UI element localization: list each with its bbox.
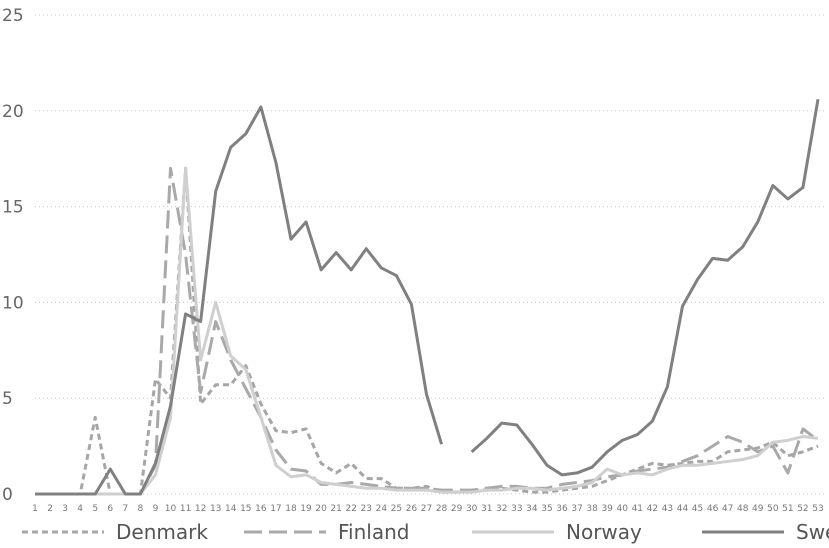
x-tick-label: 41 <box>632 504 643 514</box>
series-line-sweden <box>35 99 820 496</box>
x-tick-label: 18 <box>285 504 297 514</box>
series-line-denmark <box>35 166 819 496</box>
x-tick-label: 20 <box>315 504 327 514</box>
x-tick-label: 8 <box>138 504 144 514</box>
y-axis-tick-labels: 0 5 10 15 20 25 <box>2 6 24 505</box>
x-tick-label: 47 <box>722 504 733 514</box>
legend-label-norway: Norway <box>566 520 642 544</box>
x-tick-label: 28 <box>436 504 448 514</box>
x-tick-label: 52 <box>797 504 808 514</box>
y-tick-label: 15 <box>2 198 24 218</box>
x-tick-label: 35 <box>541 504 552 514</box>
x-tick-label: 16 <box>255 504 267 514</box>
x-tick-label: 42 <box>647 504 658 514</box>
x-tick-label: 26 <box>406 504 418 514</box>
series-lines <box>35 99 820 496</box>
series-line-finland <box>35 166 819 496</box>
series-line-norway <box>35 166 819 496</box>
x-tick-label: 10 <box>165 504 177 514</box>
y-tick-label: 5 <box>2 389 13 409</box>
legend: Denmark Finland Norway Sweden <box>22 520 829 544</box>
x-tick-label: 32 <box>496 504 507 514</box>
x-tick-label: 9 <box>153 504 159 514</box>
x-tick-label: 7 <box>122 504 128 514</box>
x-tick-label: 13 <box>210 504 221 514</box>
x-tick-label: 40 <box>617 504 629 514</box>
x-tick-label: 2 <box>47 504 53 514</box>
x-tick-label: 5 <box>92 504 98 514</box>
x-tick-label: 24 <box>376 504 388 514</box>
y-tick-label: 20 <box>2 102 24 122</box>
x-tick-label: 33 <box>511 504 522 514</box>
x-tick-label: 3 <box>62 504 68 514</box>
x-tick-label: 12 <box>195 504 206 514</box>
x-tick-label: 11 <box>180 504 191 514</box>
y-tick-label: 10 <box>2 293 24 313</box>
x-tick-label: 6 <box>107 504 113 514</box>
x-tick-label: 49 <box>752 504 764 514</box>
x-tick-label: 23 <box>361 504 372 514</box>
x-tick-label: 22 <box>345 504 356 514</box>
x-tick-label: 45 <box>692 504 703 514</box>
x-tick-label: 39 <box>601 504 613 514</box>
x-tick-label: 15 <box>240 504 251 514</box>
x-tick-label: 14 <box>225 504 237 514</box>
legend-label-sweden: Sweden <box>796 520 829 544</box>
x-tick-label: 4 <box>77 504 83 514</box>
x-tick-label: 44 <box>677 504 689 514</box>
x-tick-label: 50 <box>767 504 779 514</box>
x-tick-label: 48 <box>737 504 749 514</box>
legend-label-finland: Finland <box>338 520 409 544</box>
x-tick-label: 1 <box>32 504 38 514</box>
x-tick-label: 46 <box>707 504 719 514</box>
x-tick-label: 29 <box>451 504 463 514</box>
y-tick-label: 0 <box>2 485 13 505</box>
x-tick-label: 43 <box>662 504 673 514</box>
x-tick-label: 38 <box>586 504 598 514</box>
x-tick-label: 19 <box>300 504 312 514</box>
x-tick-label: 51 <box>782 504 793 514</box>
x-tick-label: 21 <box>330 504 341 514</box>
x-tick-label: 34 <box>526 504 538 514</box>
y-tick-label: 25 <box>2 6 24 26</box>
x-tick-label: 30 <box>466 504 478 514</box>
x-tick-label: 27 <box>421 504 432 514</box>
x-axis-tick-labels: 1 2 3 4 5 6 7 8 9 10 11 12 13 14 15 16 17 18 19 20 21 22 23 24 2… <box>32 504 824 514</box>
gridlines <box>35 14 824 495</box>
x-tick-label: 25 <box>391 504 402 514</box>
x-tick-label: 36 <box>556 504 568 514</box>
x-tick-label: 37 <box>571 504 582 514</box>
legend-label-denmark: Denmark <box>116 520 208 544</box>
x-tick-label: 53 <box>812 504 823 514</box>
x-tick-label: 17 <box>270 504 281 514</box>
x-tick-label: 31 <box>481 504 492 514</box>
